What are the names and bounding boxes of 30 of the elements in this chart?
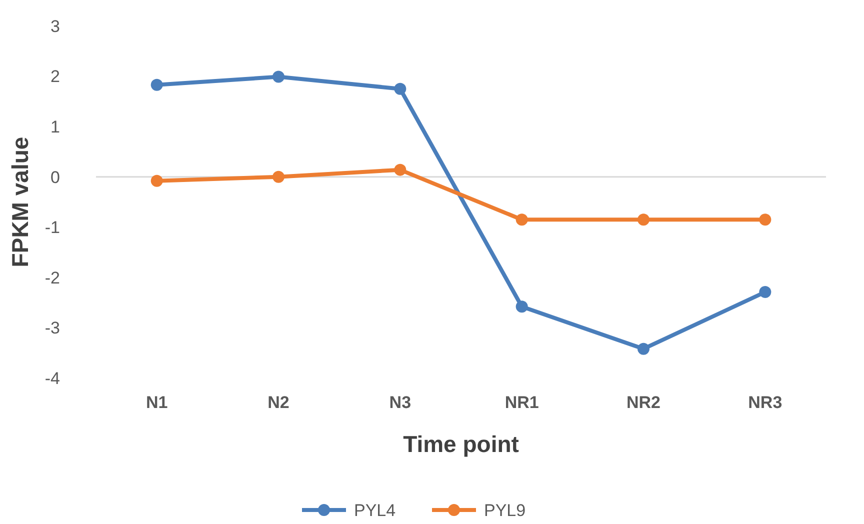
y-tick-label: -3 <box>44 318 60 338</box>
legend-label: PYL4 <box>354 501 396 520</box>
point <box>150 78 163 91</box>
y-tick-label: -1 <box>44 218 60 238</box>
y-tick-label: 1 <box>50 118 60 137</box>
point <box>516 214 528 226</box>
point <box>638 342 650 355</box>
point <box>150 174 163 187</box>
point <box>516 300 528 313</box>
x-tick-label: NR3 <box>748 393 782 412</box>
x-tick-label: N3 <box>389 393 412 412</box>
x-tick-label: N2 <box>268 393 290 412</box>
point <box>272 70 284 83</box>
y-tick-label: 2 <box>50 67 60 86</box>
point <box>759 214 772 226</box>
y-axis-title: FPKM value <box>7 136 33 268</box>
x-tick-label: NR2 <box>626 393 661 412</box>
x-axis-title: Time point <box>403 431 520 457</box>
legend-label: PYL9 <box>484 501 526 520</box>
point <box>394 164 406 176</box>
y-tick-label: -2 <box>44 268 60 288</box>
point <box>638 214 650 226</box>
y-tick-label: 0 <box>50 168 60 187</box>
x-tick-label: NR1 <box>504 393 539 412</box>
point <box>272 170 284 183</box>
point <box>394 82 406 95</box>
point <box>759 286 772 298</box>
x-tick-label: N1 <box>146 393 168 412</box>
y-tick-label: 3 <box>50 16 60 36</box>
y-tick-label: -4 <box>44 368 60 388</box>
